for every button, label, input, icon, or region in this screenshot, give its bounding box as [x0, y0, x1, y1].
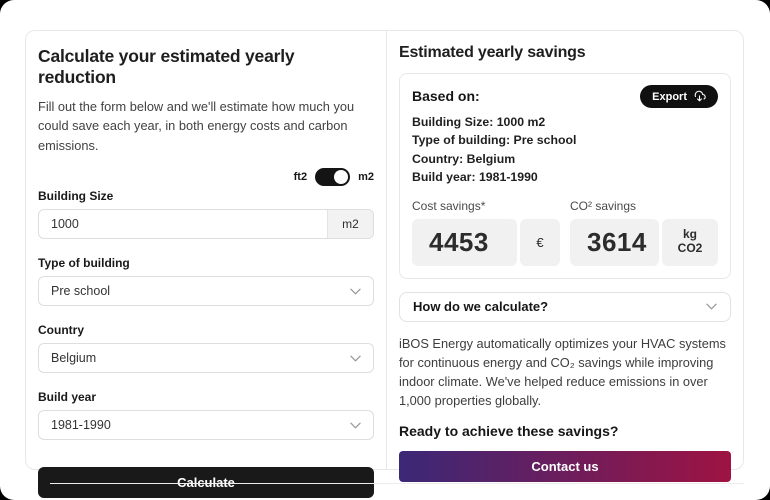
building-type-field: Type of building Pre school [38, 256, 374, 307]
unit-toggle-row: ft2 m2 [38, 168, 374, 187]
building-type-label: Type of building [38, 256, 130, 271]
co2-savings-label: CO² savings [570, 198, 637, 213]
country-field: Country Belgium [38, 323, 374, 374]
co2-unit-line1: kg [682, 227, 697, 242]
cost-savings-unit: € [520, 218, 560, 266]
build-year-label: Build year [38, 390, 97, 405]
results-panel: Estimated yearly savings Based on: Expor… [386, 31, 743, 483]
cta-heading: Ready to achieve these savings? [399, 423, 619, 440]
detail-build-year: Build year: 1981-1990 [412, 170, 538, 185]
chevron-down-icon [350, 422, 361, 429]
export-button[interactable]: Export [640, 85, 718, 108]
chevron-down-icon [706, 303, 717, 310]
co2-savings-block: CO² savings 3614 kg CO2 [570, 199, 718, 266]
building-size-input-group: m2 [38, 209, 374, 240]
calculator-card: Calculate your estimated yearly reductio… [25, 30, 744, 499]
build-year-value: 1981-1990 [51, 418, 111, 433]
building-size-unit-suffix: m2 [327, 210, 373, 239]
building-size-label: Building Size [38, 189, 114, 204]
country-value: Belgium [51, 351, 97, 366]
based-on-heading: Based on: [412, 88, 480, 104]
chevron-down-icon [350, 288, 361, 295]
cost-savings-block: Cost savings* 4453 € [412, 199, 560, 266]
co2-unit-line2: CO2 [677, 241, 703, 256]
cost-savings-label: Cost savings* [412, 198, 486, 213]
country-label: Country [38, 323, 84, 338]
form-description: Fill out the form below and we'll estima… [38, 99, 355, 153]
unit-toggle[interactable] [315, 168, 351, 187]
co2-savings-value: 3614 [570, 218, 659, 266]
export-button-label: Export [652, 90, 687, 103]
based-on-card: Based on: Export Building Size: 1000 m2 [399, 73, 731, 279]
detail-building-size: Building Size: 1000 m2 [412, 115, 546, 129]
cost-savings-value: 4453 [412, 218, 517, 266]
co2-savings-value-box: 3614 kg CO2 [570, 218, 718, 266]
results-title: Estimated yearly savings [399, 44, 586, 61]
co2-savings-unit: kg CO2 [662, 218, 718, 266]
form-title: Calculate your estimated yearly reductio… [38, 46, 295, 87]
calculate-button[interactable]: Calculate [38, 467, 374, 499]
detail-building-type: Type of building: Pre school [412, 133, 577, 148]
next-section-divider [50, 483, 744, 484]
about-text: iBOS Energy automatically optimizes your… [399, 335, 726, 409]
unit-label-m2: m2 [358, 171, 374, 184]
building-type-value: Pre school [51, 284, 111, 299]
cost-savings-value-box: 4453 € [412, 218, 560, 266]
cloud-download-icon [693, 90, 706, 103]
chevron-down-icon [350, 355, 361, 362]
contact-button[interactable]: Contact us [399, 451, 731, 483]
based-on-details: Building Size: 1000 m2 Type of building:… [412, 113, 718, 187]
savings-row: Cost savings* 4453 € CO² savings 3614 kg [412, 199, 718, 266]
toggle-knob [334, 170, 349, 185]
build-year-select[interactable]: 1981-1990 [38, 410, 374, 441]
detail-country: Country: Belgium [412, 151, 516, 166]
build-year-field: Build year 1981-1990 [38, 390, 374, 441]
building-size-input[interactable] [39, 210, 327, 239]
building-type-select[interactable]: Pre school [38, 276, 374, 307]
how-we-calculate-accordion[interactable]: How do we calculate? [399, 291, 731, 322]
calculator-form-panel: Calculate your estimated yearly reductio… [26, 31, 386, 499]
accordion-label: How do we calculate? [413, 299, 549, 315]
building-size-field: Building Size m2 [38, 189, 374, 240]
country-select[interactable]: Belgium [38, 343, 374, 374]
based-on-header: Based on: Export [412, 85, 718, 108]
unit-label-ft2: ft2 [293, 171, 308, 184]
